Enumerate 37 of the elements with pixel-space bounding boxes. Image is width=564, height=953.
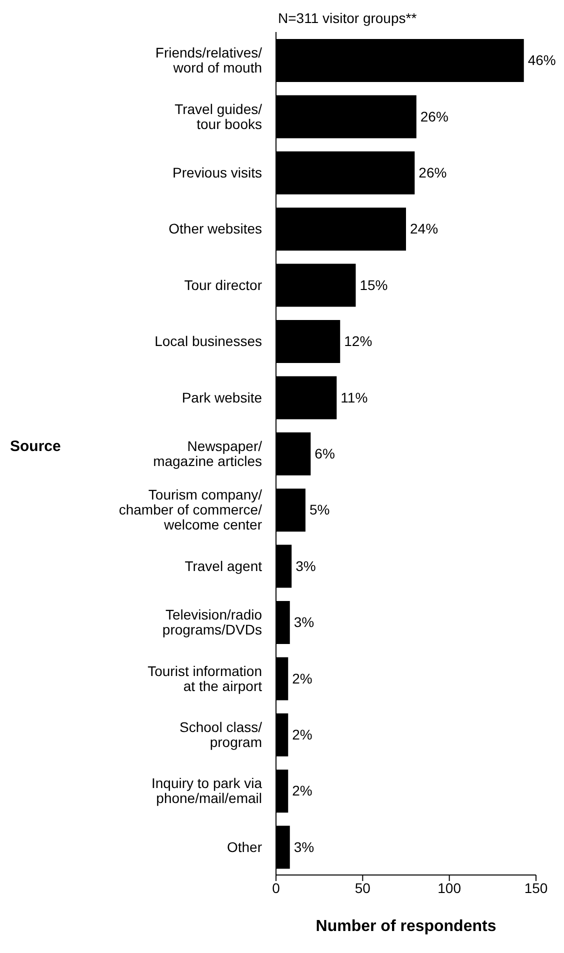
annotation: 3% bbox=[294, 838, 314, 855]
annotation: 2% bbox=[292, 726, 312, 742]
annotation: 24% bbox=[410, 220, 438, 237]
y-tick-label: Tourism company/ chamber of commerce/ welcome center bbox=[118, 486, 262, 533]
y-tick-label: Previous visits bbox=[172, 164, 262, 180]
x-tick-label: 50 bbox=[354, 880, 371, 896]
y-tick-label: Other websites bbox=[168, 220, 262, 237]
annotation: 3% bbox=[296, 558, 316, 574]
annotation: 46% bbox=[528, 52, 556, 68]
y-tick-label: School class/ program bbox=[180, 719, 262, 750]
y-tick-label: Travel guides/ tour books bbox=[174, 100, 262, 132]
x-tick-label: 100 bbox=[438, 880, 462, 896]
y-tick-label: Newspaper/ magazine articles bbox=[153, 438, 262, 469]
y-tick-label: Inquiry to park via phone/mail/email bbox=[152, 775, 262, 806]
annotation: 11% bbox=[340, 389, 368, 406]
y-tick-label: Other bbox=[226, 838, 262, 855]
annotation: 6% bbox=[314, 446, 335, 462]
annotation: 12% bbox=[344, 333, 372, 350]
y-tick-label: Tourist information at the airport bbox=[148, 662, 262, 694]
annotation: 2% bbox=[292, 670, 312, 686]
annotation: 5% bbox=[309, 502, 330, 518]
x-tick-label: 0 bbox=[272, 880, 280, 896]
y-tick-label: Friends/relatives/ word of mouth bbox=[155, 44, 262, 76]
annotation: 15% bbox=[360, 276, 388, 293]
y-tick-label: Travel agent bbox=[184, 558, 262, 574]
chart-title: N=311 visitor groups** bbox=[278, 10, 417, 26]
y-tick-label: Park website bbox=[182, 389, 262, 406]
y-tick-label: Tour director bbox=[184, 276, 262, 293]
annotation: 26% bbox=[420, 108, 448, 124]
annotation: 3% bbox=[294, 614, 314, 630]
x-tick-label: 150 bbox=[524, 880, 548, 896]
x-axis-title: Number of respondents bbox=[316, 918, 496, 935]
annotation: 2% bbox=[292, 782, 312, 799]
annotation: 26% bbox=[418, 164, 447, 180]
y-axis-title: Source bbox=[10, 438, 61, 455]
y-tick-label: Television/radio programs/DVDs bbox=[162, 606, 262, 638]
y-tick-label: Local businesses bbox=[154, 333, 262, 350]
